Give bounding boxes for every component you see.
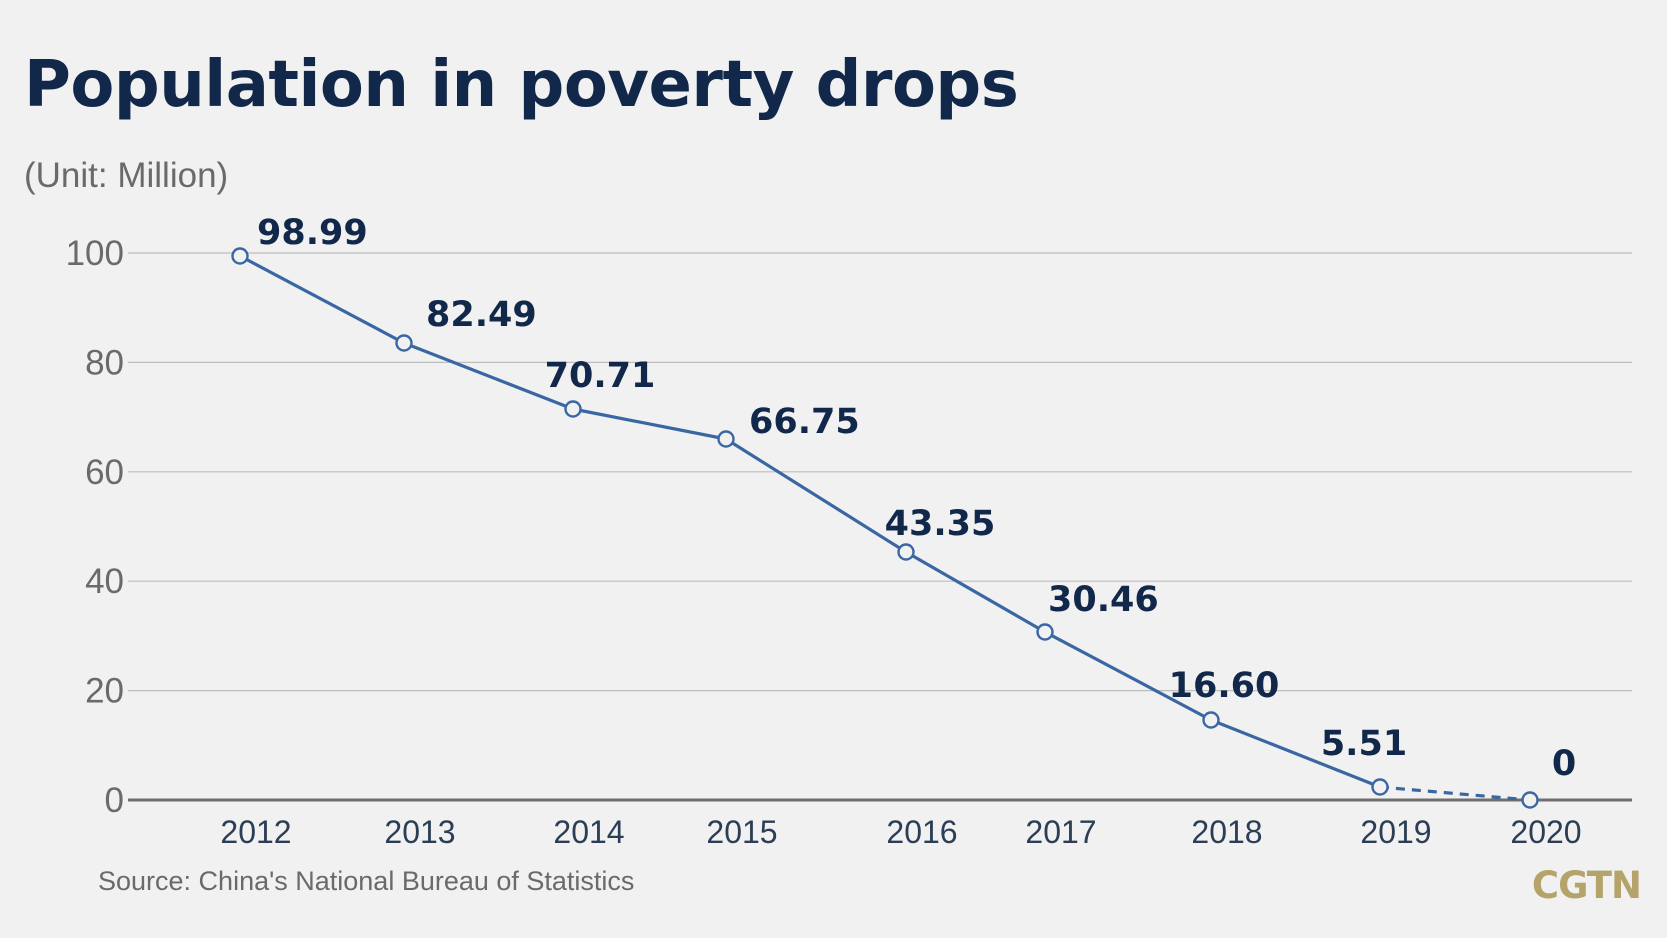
data-label: 5.51: [1321, 724, 1407, 764]
x-tick-label: 2016: [886, 814, 957, 850]
x-tick-label: 2020: [1510, 814, 1581, 850]
source-note: Source: China's National Bureau of Stati…: [98, 866, 635, 896]
data-point: [395, 334, 413, 352]
series-line-solid: [239, 254, 1381, 789]
data-point: [1202, 711, 1220, 729]
chart-title: Population in poverty drops: [24, 48, 1019, 122]
data-point: [717, 430, 735, 448]
data-label: 0: [1552, 744, 1576, 784]
data-point: [897, 543, 915, 561]
x-tick-label: 2012: [220, 814, 291, 850]
data-label: 66.75: [749, 402, 860, 442]
data-label: 82.49: [426, 295, 537, 335]
data-label: 30.46: [1048, 580, 1159, 620]
y-tick-label: 100: [66, 234, 124, 273]
series-line: [239, 254, 1531, 802]
x-tick-label: 2013: [384, 814, 455, 850]
cgtn-logo: CGTN: [1531, 864, 1642, 907]
y-tick-label: 40: [85, 562, 124, 601]
chart-unit-label: (Unit: Million): [24, 156, 229, 195]
data-label: 70.71: [545, 356, 656, 396]
y-tick-label: 0: [105, 781, 124, 820]
x-axis-ticks: 2012 2013 2014 2015 2016 2017 2018 2019 2020: [220, 814, 1581, 850]
data-label: 16.60: [1169, 666, 1280, 706]
x-tick-label: 2017: [1025, 814, 1096, 850]
data-point: [1371, 778, 1389, 796]
data-points: [231, 247, 1539, 809]
data-point: [231, 247, 249, 265]
data-label: 43.35: [885, 504, 996, 544]
gridlines: [128, 252, 1632, 802]
data-point: [564, 400, 582, 418]
data-point: [1036, 623, 1054, 641]
x-tick-label: 2019: [1360, 814, 1431, 850]
y-tick-label: 60: [85, 453, 124, 492]
y-axis-ticks: 0 20 40 60 80 100: [66, 234, 124, 820]
x-tick-label: 2018: [1191, 814, 1262, 850]
y-tick-label: 80: [85, 343, 124, 382]
x-tick-label: 2015: [706, 814, 777, 850]
y-tick-label: 20: [85, 672, 124, 711]
data-point: [1521, 791, 1539, 809]
data-label: 98.99: [257, 213, 368, 253]
series-line-dashed: [1379, 785, 1531, 802]
x-tick-label: 2014: [553, 814, 624, 850]
